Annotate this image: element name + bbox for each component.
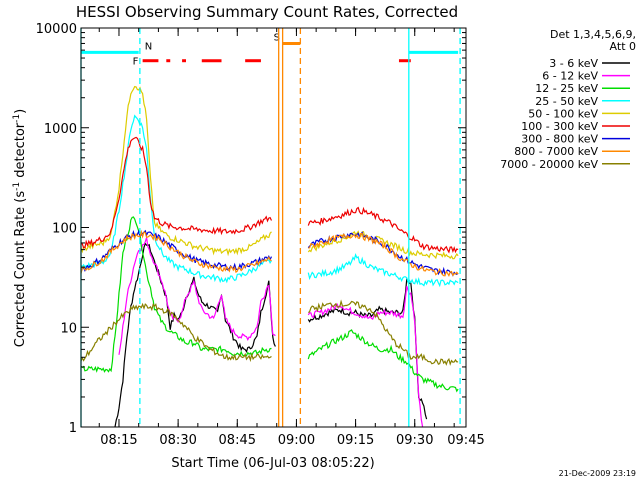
legend-label-12-25-kev: 12 - 25 keV (535, 82, 598, 95)
series-line-7000-20000-kev-part-2 (307, 299, 459, 366)
x-axis-label: Start Time (06-Jul-03 08:05:22) (171, 456, 374, 471)
x-tick-label-08-30: 08:30 (159, 433, 196, 448)
legend-label-100-300-kev: 100 - 300 keV (521, 120, 598, 133)
y-axis-label-sup-2: -1 (12, 114, 22, 123)
legend-label-25-50-kev: 25 - 50 keV (535, 95, 598, 108)
legend-title-line-2: Att 0 (610, 40, 636, 53)
flag-label-n: N (145, 41, 152, 52)
series-line-7000-20000-kev-part-1 (80, 302, 272, 363)
series-line-25-50-kev-part-2 (307, 253, 459, 288)
x-tick-label-08-45: 08:45 (219, 433, 256, 448)
legend-label-3-6-kev: 3 - 6 keV (549, 57, 598, 70)
y-tick-label-10000: 10000 (36, 22, 77, 37)
x-tick-label-08-15: 08:15 (100, 433, 137, 448)
y-tick-label-10: 10 (60, 321, 77, 336)
series-line-800-7000-kev-part-2 (308, 232, 459, 278)
series-line-6-12-kev-part-2 (307, 286, 424, 428)
flag-label-f: F (133, 57, 139, 68)
series-line-50-100-kev-part-2 (307, 230, 459, 260)
series-line-25-50-kev-part-1 (80, 114, 273, 284)
timestamp: 21-Dec-2009 23:19 (559, 469, 636, 478)
series-line-800-7000-kev-part-1 (80, 229, 272, 274)
flag-bars: NF S (81, 32, 459, 68)
series-line-12-25-kev-part-2 (307, 329, 459, 393)
x-axis-ticks: 08:15 08:30 08:45 09:00 09:15 09:30 09:45 (98, 28, 485, 448)
series-line-100-300-kev-part-1 (80, 136, 273, 249)
legend-label-300-800-kev: 300 - 800 keV (521, 133, 598, 146)
y-axis-label-main: Corrected Count Rate (s (13, 191, 28, 348)
x-tick-label-09-15: 09:15 (337, 433, 374, 448)
legend-label-6-12-kev: 6 - 12 keV (542, 70, 598, 83)
legend-label-7000-20000-kev: 7000 - 20000 keV (500, 158, 598, 171)
x-tick-label-09-30: 09:30 (396, 433, 433, 448)
y-axis-label-mid: detector (13, 122, 28, 182)
y-axis-label-sup-1: -1 (12, 182, 22, 191)
legend-label-800-7000-kev: 800 - 7000 keV (514, 145, 598, 158)
series-line-100-300-kev-part-2 (307, 206, 459, 254)
y-axis-label: Corrected Count Rate (s-1 detector-1) (12, 109, 28, 347)
x-tick-label-09-45: 09:45 (447, 433, 484, 448)
legend-label-50-100-kev: 50 - 100 keV (528, 107, 598, 120)
chart-title: HESSI Observing Summary Count Rates, Cor… (76, 3, 458, 21)
series-line-6-12-kev-part-1 (118, 237, 276, 355)
flag-label-s: S (274, 32, 280, 43)
y-tick-label-1000: 1000 (44, 122, 77, 137)
y-axis-label-end: ) (13, 109, 28, 114)
x-tick-label-09-00: 09:00 (278, 433, 315, 448)
y-axis-ticks: 10000 1000 100 10 1 (36, 22, 466, 436)
y-tick-label-1: 1 (69, 421, 77, 436)
legend-title-line-1: Det 1,3,4,5,6,9, (550, 28, 636, 41)
y-tick-label-100: 100 (52, 222, 77, 237)
series-traces (80, 85, 459, 428)
